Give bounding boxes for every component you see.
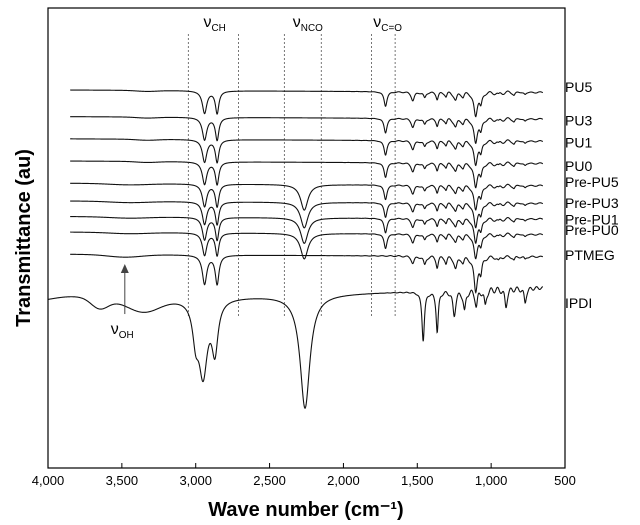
x-tick-label: 1,000 (475, 473, 508, 488)
x-axis-title: Wave number (cm⁻¹) (208, 499, 403, 521)
band-label-2: νC=O (373, 14, 402, 34)
oh-label-subscript: OH (119, 330, 134, 341)
series-label-pu1: PU1 (565, 135, 592, 151)
spectrum-pre-pu1 (70, 216, 544, 244)
spectrum-pre-pu5 (70, 182, 544, 211)
band-label-0-subscript: CH (211, 23, 225, 34)
band-label-1: νNCO (293, 14, 323, 34)
spectrum-pu3 (70, 116, 544, 145)
x-tick-label: 1,500 (401, 473, 434, 488)
y-axis-title: Transmittance (au) (13, 149, 35, 327)
x-tick-label: 500 (554, 473, 576, 488)
series-label-pu3: PU3 (565, 112, 592, 128)
oh-annotation: νOH (111, 264, 134, 341)
series-label-ipdi: IPDI (565, 295, 592, 311)
x-tick-label: 3,000 (179, 473, 212, 488)
x-axis: 4,000 3,500 3,000 2,500 2,000 1,500 1,000 500 (32, 463, 576, 488)
band-label-0: νCH (203, 14, 225, 34)
x-tick-label: 4,000 (32, 473, 65, 488)
x-tick-label: 3,500 (106, 473, 139, 488)
series-label-pu5: PU5 (565, 79, 592, 95)
band-markers: νCH νNCO νC=O (187, 14, 402, 318)
series-label-pre-pu1: Pre-PU1 (565, 211, 619, 227)
series-label-pre-pu3: Pre-PU3 (565, 195, 619, 211)
spectrum-pu5 (70, 89, 544, 118)
spectrum-pre-pu0 (70, 231, 544, 260)
x-tick-label: 2,000 (327, 473, 360, 488)
plot-frame (47, 7, 566, 469)
oh-arrow-head (120, 264, 129, 274)
spectrum-pre-pu3 (70, 200, 544, 229)
band-label-0-symbol: ν (203, 14, 211, 31)
series-label-pre-pu0: Pre-PU0 (565, 222, 619, 238)
spectrum-ptmeg (70, 253, 544, 294)
spectra (47, 89, 544, 410)
band-label-1-symbol: ν (293, 14, 301, 31)
band-label-2-subscript: C=O (381, 23, 402, 34)
oh-label-symbol: ν (111, 321, 119, 338)
spectrum-ipdi (47, 286, 544, 410)
x-tick-label: 2,500 (253, 473, 286, 488)
band-label-1-subscript: NCO (301, 23, 323, 34)
band-label-2-symbol: ν (373, 14, 381, 31)
series-label-pu0: PU0 (565, 158, 592, 174)
oh-label: νOH (111, 321, 134, 341)
series-label-ptmeg: PTMEG (565, 247, 615, 263)
series-label-pre-pu5: Pre-PU5 (565, 174, 619, 190)
spectrum-pu0 (70, 160, 544, 189)
spectrum-pu1 (70, 138, 544, 167)
